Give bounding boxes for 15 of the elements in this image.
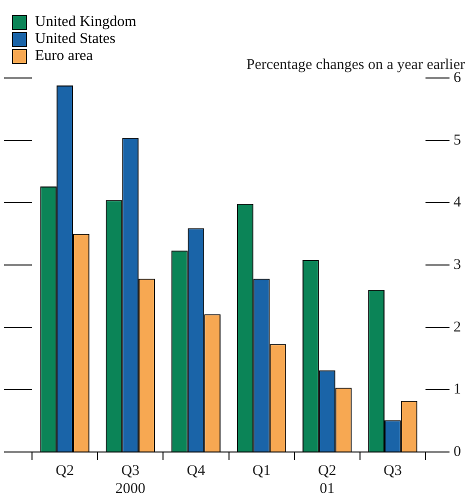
y-tick-label: 4: [454, 194, 462, 211]
legend-label: Euro area: [35, 48, 93, 65]
x-tick-label: Q1: [252, 462, 271, 479]
x-tick-label: Q3: [384, 462, 402, 479]
x-tick-label: Q2 01: [318, 462, 336, 497]
x-tick-label: Q3 2000: [115, 462, 146, 497]
y-tick-label: 3: [454, 256, 461, 273]
legend-label: United Kingdom: [35, 14, 136, 31]
y-tick-label: 1: [454, 382, 461, 398]
y-tick-label: 5: [454, 132, 461, 148]
y-tick-label: 0: [454, 444, 461, 460]
x-tick-label: Q2: [56, 462, 74, 479]
x-tick-label: Q4: [186, 462, 206, 479]
y-tick-label: 2: [454, 319, 461, 336]
legend-label: United States: [35, 31, 116, 48]
